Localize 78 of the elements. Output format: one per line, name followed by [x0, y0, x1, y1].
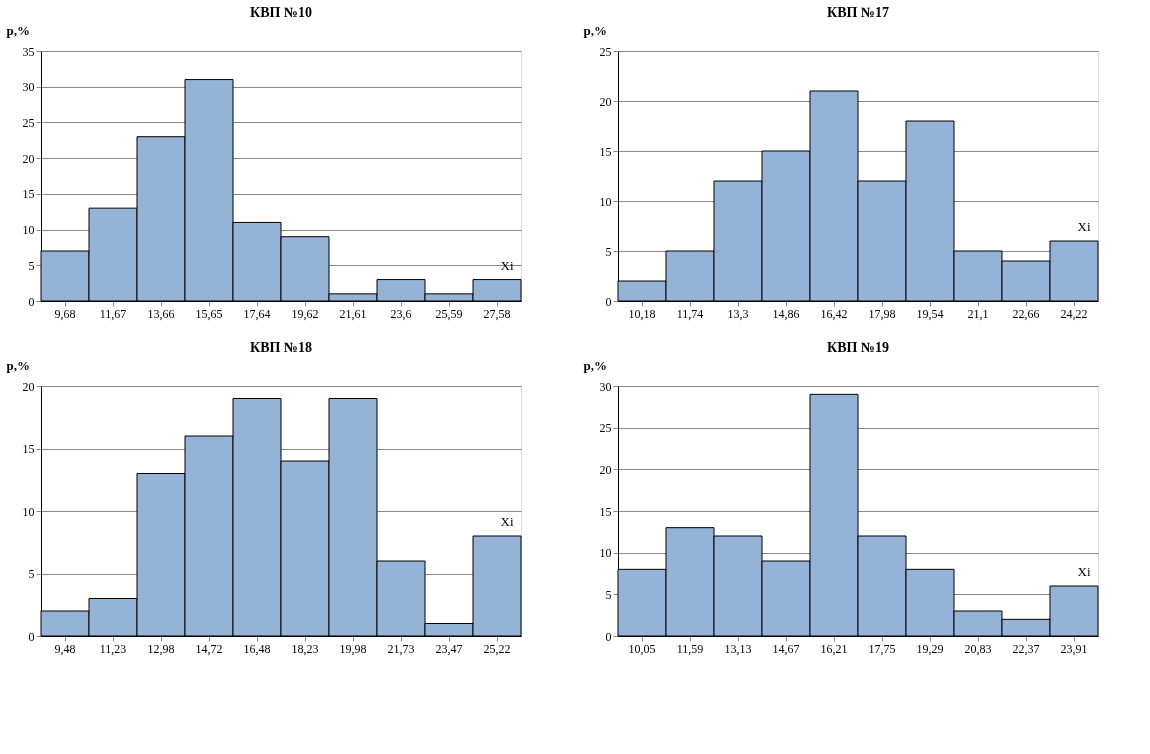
y-tick-label: 5 [28, 567, 35, 581]
x-tick-label: 25,59 [435, 306, 463, 321]
x-tick-label: 25,22 [483, 641, 511, 656]
x-tick-label: 9,48 [54, 641, 76, 656]
y-tick-label: 20 [22, 379, 35, 394]
y-tick-label: 15 [599, 504, 612, 519]
x-tick-label: 13,13 [724, 641, 752, 656]
x-tick-label: 16,48 [243, 641, 271, 656]
x-tick-label: 13,3 [727, 306, 749, 321]
x-tick-label: 14,67 [772, 641, 800, 656]
y-tick-label: 5 [605, 244, 612, 259]
y-tick-label: 20 [22, 151, 35, 166]
chart-title: КВП №17 [827, 5, 889, 20]
x-tick-label: 12,98 [147, 641, 175, 656]
y-tick-label: 30 [599, 379, 612, 394]
y-tick-label: 5 [28, 258, 35, 273]
y-axis-title: p,% [583, 22, 607, 38]
x-tick-label: 22,37 [1012, 641, 1040, 656]
y-tick-label: 5 [605, 587, 612, 602]
x-tick-label: 17,75 [868, 641, 896, 656]
y-tick-label: 20 [599, 462, 612, 477]
x-tick-label: 21,61 [339, 306, 367, 321]
chart-title: КВП №10 [250, 5, 312, 20]
y-tick-label: 30 [22, 80, 35, 95]
x-tick-label: 14,72 [195, 641, 223, 656]
y-tick-label: 35 [22, 44, 35, 59]
x-tick-label: 23,6 [390, 306, 412, 321]
x-tick-label: 15,65 [195, 306, 223, 321]
x-tick-label: 16,42 [820, 306, 848, 321]
y-tick-label: 15 [599, 144, 612, 159]
annotation: Xi [1077, 219, 1091, 234]
x-tick-label: 19,54 [916, 306, 944, 321]
x-tick-label: 17,64 [243, 306, 271, 321]
x-tick-label: 20,83 [964, 641, 992, 656]
y-axis-title: p,% [6, 357, 30, 373]
y-tick-label: 25 [599, 421, 612, 436]
x-tick-label: 19,29 [916, 641, 944, 656]
x-tick-label: 10,05 [628, 641, 656, 656]
y-tick-label: 25 [599, 44, 612, 59]
x-tick-label: 11,74 [676, 306, 704, 321]
y-tick-label: 10 [22, 504, 35, 519]
x-tick-label: 18,23 [291, 641, 319, 656]
y-tick-label: 0 [28, 629, 35, 644]
y-tick-label: 0 [28, 294, 35, 309]
x-tick-label: 19,62 [291, 306, 319, 321]
annotation: Xi [500, 257, 514, 273]
x-tick-label: 23,47 [435, 641, 463, 656]
y-tick-label: 0 [605, 294, 612, 309]
x-tick-label: 13,66 [147, 306, 175, 321]
annotation: Xi [500, 514, 514, 529]
y-axis-title: p,% [6, 22, 30, 38]
x-tick-label: 21,1 [967, 306, 989, 321]
y-tick-label: 10 [599, 546, 612, 561]
x-tick-label: 24,22 [1060, 306, 1088, 321]
x-tick-label: 19,98 [339, 641, 367, 656]
x-tick-label: 10,18 [628, 306, 656, 321]
y-tick-label: 25 [22, 115, 35, 130]
chart-title: КВП №19 [827, 340, 889, 355]
x-tick-label: 9,68 [54, 306, 76, 321]
y-tick-label: 10 [22, 223, 35, 238]
x-tick-label: 16,21 [820, 641, 848, 656]
x-tick-label: 14,86 [772, 306, 800, 321]
x-tick-label: 27,58 [483, 306, 511, 321]
x-tick-label: 23,91 [1060, 641, 1088, 656]
y-tick-label: 15 [22, 187, 35, 202]
annotation: Xi [1077, 564, 1091, 579]
y-tick-label: 0 [605, 629, 612, 644]
y-tick-label: 20 [599, 94, 612, 109]
y-tick-label: 15 [22, 442, 35, 456]
chart-title: КВП №18 [250, 340, 312, 355]
x-tick-label: 11,23 [99, 641, 127, 656]
y-tick-label: 10 [599, 194, 612, 209]
x-tick-label: 11,67 [99, 306, 127, 321]
y-axis-title: p,% [583, 357, 607, 373]
x-tick-label: 17,98 [868, 306, 896, 321]
x-tick-label: 11,59 [676, 641, 704, 656]
x-tick-label: 21,73 [387, 641, 415, 656]
x-tick-label: 22,66 [1012, 306, 1040, 321]
